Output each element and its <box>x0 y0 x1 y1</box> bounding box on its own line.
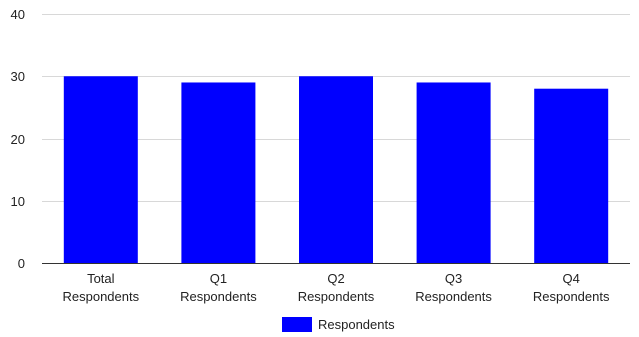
x-category-label: Q3 <box>445 271 462 286</box>
y-tick-label: 20 <box>11 132 25 147</box>
x-category-label: Respondents <box>415 289 492 304</box>
bar-2[interactable] <box>299 76 373 263</box>
y-tick-label: 40 <box>11 7 25 22</box>
bar-0[interactable] <box>63 76 138 263</box>
y-tick-label: 0 <box>18 256 25 271</box>
x-category-label: Respondents <box>298 289 375 304</box>
legend-swatch <box>282 317 312 332</box>
bars <box>63 76 609 263</box>
y-tick-label: 10 <box>11 194 25 209</box>
legend: Respondents <box>282 317 395 332</box>
y-axis-tick-labels: 0 10 20 30 40 <box>11 7 25 271</box>
x-category-label: Q4 <box>563 271 580 286</box>
bar-1[interactable] <box>181 82 256 263</box>
x-category-label: Total <box>87 271 115 286</box>
x-category-label: Respondents <box>533 289 610 304</box>
x-category-label: Q1 <box>210 271 227 286</box>
legend-label: Respondents <box>318 317 395 332</box>
bar-4[interactable] <box>534 88 609 263</box>
x-category-label: Respondents <box>180 289 257 304</box>
bar-3[interactable] <box>416 82 491 263</box>
y-tick-label: 30 <box>11 69 25 84</box>
x-category-label: Q2 <box>327 271 344 286</box>
x-axis-category-labels: Total Respondents Q1 Respondents Q2 Responden… <box>62 271 610 304</box>
x-category-label: Respondents <box>62 289 139 304</box>
